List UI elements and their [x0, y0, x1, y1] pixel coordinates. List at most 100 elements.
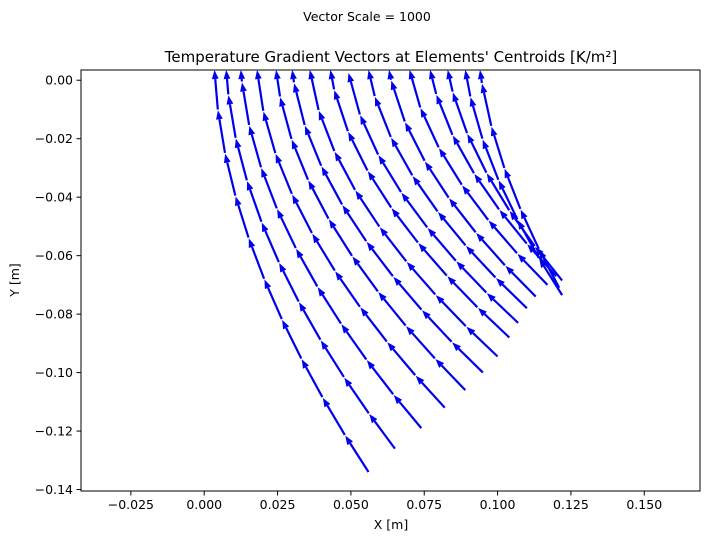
vector-arrowhead: [274, 70, 281, 80]
vector-shaft: [263, 176, 278, 209]
vector-shaft: [321, 118, 336, 152]
figure-suptitle: Vector Scale = 1000: [303, 9, 431, 24]
vector-shaft: [543, 265, 564, 296]
vector-shaft: [398, 401, 423, 429]
vector-arrowhead: [476, 233, 485, 242]
vector-shaft: [295, 202, 313, 234]
vector-shaft: [337, 159, 357, 191]
vector-arrowhead: [292, 194, 300, 205]
gradient-vector: [477, 70, 485, 84]
vector-shaft: [452, 281, 479, 309]
vector-shaft: [457, 347, 484, 374]
vector-shaft: [237, 147, 248, 181]
gradient-vector: [480, 83, 493, 127]
gradient-vector: [499, 210, 528, 245]
gradient-vector: [408, 70, 422, 108]
gradient-vector: [299, 302, 322, 341]
gradient-vector: [379, 227, 408, 263]
gradient-vector: [496, 278, 528, 310]
vector-arrowhead: [425, 161, 433, 171]
vector-arrowhead: [446, 70, 454, 80]
gradient-vector: [321, 166, 344, 205]
vector-arrowhead: [477, 70, 485, 80]
vector-arrowhead: [347, 72, 355, 83]
vector-arrowhead: [496, 278, 505, 287]
gradient-vector: [301, 359, 324, 398]
vector-arrowhead: [436, 94, 443, 105]
y-tick-label: 0.00: [45, 73, 73, 88]
gradient-vector: [425, 161, 450, 199]
vector-arrowhead: [478, 307, 487, 317]
vector-arrowhead: [379, 227, 389, 237]
gradient-vector: [355, 190, 381, 228]
vector-arrowhead: [248, 125, 256, 136]
gradient-vector: [360, 115, 380, 155]
vector-arrowhead: [226, 95, 234, 105]
vector-shaft: [411, 268, 437, 296]
gradient-vector: [405, 122, 426, 162]
vector-arrowhead: [322, 397, 331, 408]
vector-shaft: [442, 155, 463, 186]
vector-shaft: [351, 139, 369, 171]
gradient-vector: [447, 276, 479, 309]
vector-shaft: [423, 115, 440, 148]
vector-shaft: [294, 147, 310, 181]
vector-arrowhead: [279, 97, 286, 107]
vector-arrowhead: [418, 243, 427, 253]
vector-shaft: [442, 218, 467, 246]
vector-arrowhead: [246, 181, 254, 191]
vector-shaft: [305, 366, 324, 398]
vector-arrowhead: [275, 153, 283, 164]
gradient-vector: [291, 139, 310, 181]
vector-shaft: [454, 100, 469, 134]
vector-shaft: [257, 78, 265, 111]
vector-arrowhead: [369, 413, 378, 424]
gradient-vector: [226, 95, 237, 138]
y-tick-label: −0.04: [35, 190, 73, 205]
gradient-vector: [322, 397, 346, 436]
vector-shaft: [371, 366, 395, 395]
vector-shaft: [427, 316, 453, 343]
gradient-vector: [374, 96, 392, 138]
vector-arrowhead: [405, 122, 413, 132]
gradient-vector: [466, 326, 499, 358]
gradient-vector: [390, 80, 406, 122]
vector-arrowhead: [517, 253, 527, 263]
gradient-vector: [211, 70, 219, 110]
gradient-vector: [488, 220, 518, 254]
gradient-vector: [312, 233, 336, 272]
vector-arrowhead: [255, 70, 262, 80]
vector-shaft: [330, 78, 336, 90]
x-tick-label: 0.125: [553, 497, 589, 512]
gradient-vector: [238, 70, 246, 82]
gradient-vector: [366, 241, 394, 277]
gradient-vector: [412, 176, 439, 212]
vector-shaft: [359, 197, 381, 228]
vector-shaft: [264, 120, 277, 154]
vector-arrowhead: [452, 135, 461, 146]
gradient-vector: [328, 219, 353, 257]
vector-arrowhead: [334, 151, 342, 162]
gradient-vector: [387, 342, 417, 376]
vector-shaft: [448, 78, 454, 92]
gradient-vector: [539, 249, 561, 289]
vector-arrowhead: [235, 196, 242, 207]
vector-shaft: [501, 188, 519, 220]
y-tick-label: −0.06: [35, 248, 73, 263]
vector-arrowhead: [452, 92, 459, 103]
vector-shaft: [302, 309, 322, 341]
vector-shaft: [481, 238, 506, 266]
gradient-vector: [317, 287, 342, 325]
vector-shaft: [472, 332, 499, 358]
gradient-vector: [292, 194, 313, 234]
vector-shaft: [423, 249, 448, 277]
gradient-vector: [290, 70, 297, 83]
vector-arrowhead: [435, 359, 445, 368]
gradient-vector: [277, 209, 297, 249]
gradient-vector: [517, 220, 540, 259]
vector-arrowhead: [308, 180, 316, 191]
vector-shaft: [493, 226, 518, 254]
vector-arrowhead: [449, 198, 458, 208]
gradient-vector: [248, 125, 263, 168]
vector-arrowhead: [393, 276, 402, 286]
